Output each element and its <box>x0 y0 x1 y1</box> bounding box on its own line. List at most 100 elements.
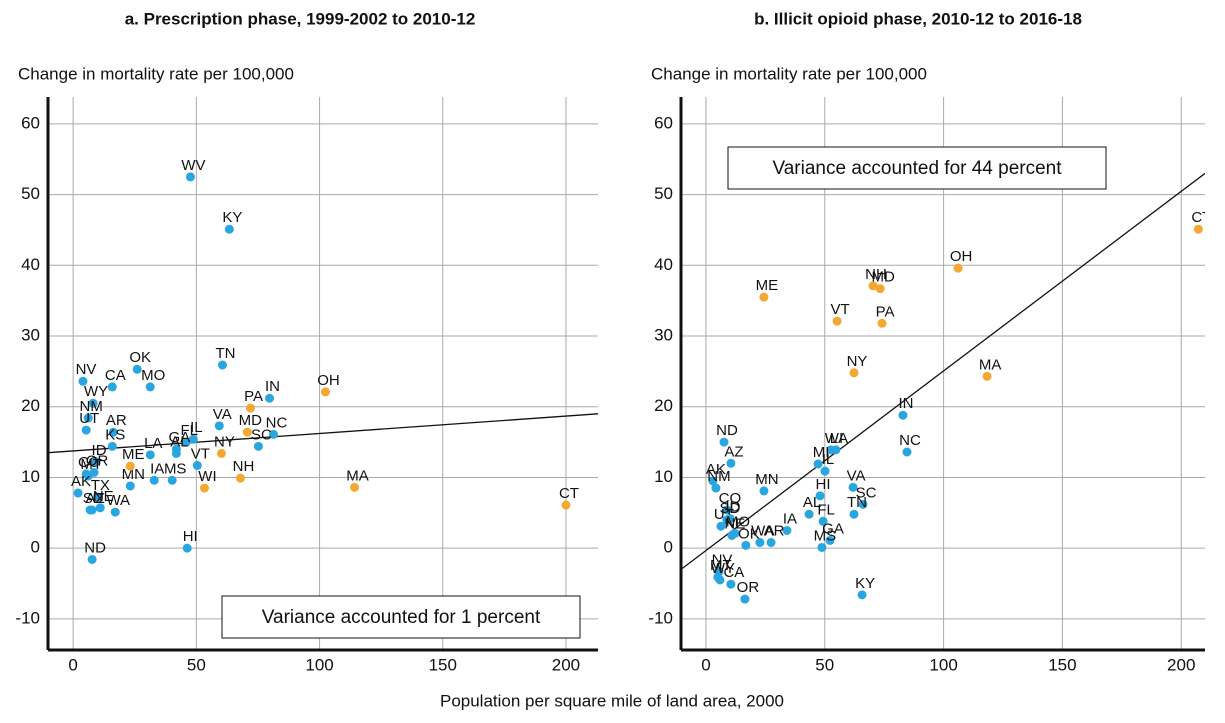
point <box>719 437 729 447</box>
point-label: NY <box>847 353 868 370</box>
point <box>188 434 198 444</box>
y-tick-label: 20 <box>21 396 40 415</box>
point-label: MD <box>871 269 894 286</box>
point <box>214 421 224 431</box>
point <box>817 542 827 552</box>
point-label: MO <box>141 367 165 384</box>
point-label: SC <box>251 426 272 443</box>
point-label: ME <box>122 446 145 463</box>
point-label: NV <box>76 361 97 378</box>
annotation: Variance accounted for 44 percent <box>772 158 1062 179</box>
point-label: VA <box>213 406 232 423</box>
point <box>145 382 155 392</box>
point-label: MI <box>813 444 830 461</box>
annotation-box <box>221 595 581 639</box>
y-tick-label: 0 <box>31 538 40 557</box>
point-label: MO <box>726 513 750 530</box>
y-tick-label: 30 <box>21 326 40 345</box>
point <box>875 284 885 294</box>
point <box>857 590 867 600</box>
point <box>216 448 226 458</box>
point-label: MS <box>164 460 187 477</box>
point <box>217 360 227 370</box>
y-tick-label: 20 <box>654 396 673 415</box>
point-label: AZ <box>86 490 105 507</box>
point-label: NC <box>899 432 921 449</box>
y-tick-label: 40 <box>654 255 673 274</box>
point <box>782 525 792 535</box>
point <box>831 445 841 455</box>
point-label: HI <box>816 476 831 493</box>
point <box>804 509 814 519</box>
point-label: CA <box>723 564 744 581</box>
point <box>849 509 859 519</box>
point <box>167 475 177 485</box>
x-tick-label: 150 <box>429 655 457 674</box>
y-axis-label: Change in mortality rate per 100,000 <box>18 64 294 83</box>
point <box>766 538 776 548</box>
x-tick-label: 100 <box>929 655 957 674</box>
point <box>125 461 135 471</box>
point-label: NM <box>80 398 103 415</box>
point-label: GA <box>822 520 844 537</box>
point <box>242 427 252 437</box>
point-label: PA <box>876 303 895 320</box>
annotation: Variance accounted for 1 percent <box>262 607 541 628</box>
point-label: MA <box>979 356 1002 373</box>
point <box>181 437 191 447</box>
point-label: OR <box>86 452 109 469</box>
point <box>1193 224 1203 234</box>
point-label: ID <box>725 498 740 515</box>
point <box>759 292 769 302</box>
point <box>199 483 209 493</box>
point-label: WI <box>198 468 216 485</box>
point <box>246 403 256 413</box>
point-label: IA <box>150 460 164 477</box>
x-tick-label: 200 <box>1167 655 1195 674</box>
point <box>88 398 98 408</box>
point-label: NE <box>724 515 745 532</box>
point-label: MN <box>122 466 145 483</box>
point <box>81 425 91 435</box>
point <box>759 486 769 496</box>
x-tick-label: 100 <box>305 655 333 674</box>
point-label: CT <box>1191 209 1211 226</box>
point-label: AK <box>71 473 91 490</box>
point <box>741 540 751 550</box>
point-label: NY <box>214 433 235 450</box>
x-tick-label: 0 <box>701 655 710 674</box>
point-label: GA <box>169 429 191 446</box>
point <box>145 450 155 460</box>
point <box>92 492 102 502</box>
point-label: MT <box>710 557 732 574</box>
point-label: HI <box>183 528 198 545</box>
point-label: SD <box>83 490 104 507</box>
point <box>87 554 97 564</box>
point <box>132 364 142 374</box>
y-tick-label: 50 <box>654 184 673 203</box>
point <box>715 575 725 585</box>
point-label: KY <box>222 209 242 226</box>
y-tick-label: 40 <box>21 255 40 274</box>
point-label: NV <box>712 551 733 568</box>
point <box>149 475 159 485</box>
point-label: KS <box>105 426 125 443</box>
point <box>107 441 117 451</box>
point <box>235 473 245 483</box>
y-tick-label: 10 <box>21 467 40 486</box>
point-label: WA <box>751 522 775 539</box>
point-label: NH <box>233 458 255 475</box>
point <box>848 482 858 492</box>
point <box>716 521 726 531</box>
point <box>320 387 330 397</box>
point-label: OH <box>950 248 973 265</box>
point-label: VT <box>831 301 850 318</box>
point <box>350 482 360 492</box>
point-label: NH <box>865 266 887 283</box>
point <box>849 368 859 378</box>
y-tick-label: -10 <box>15 608 40 627</box>
y-tick-label: -10 <box>648 608 673 627</box>
point <box>73 488 83 498</box>
